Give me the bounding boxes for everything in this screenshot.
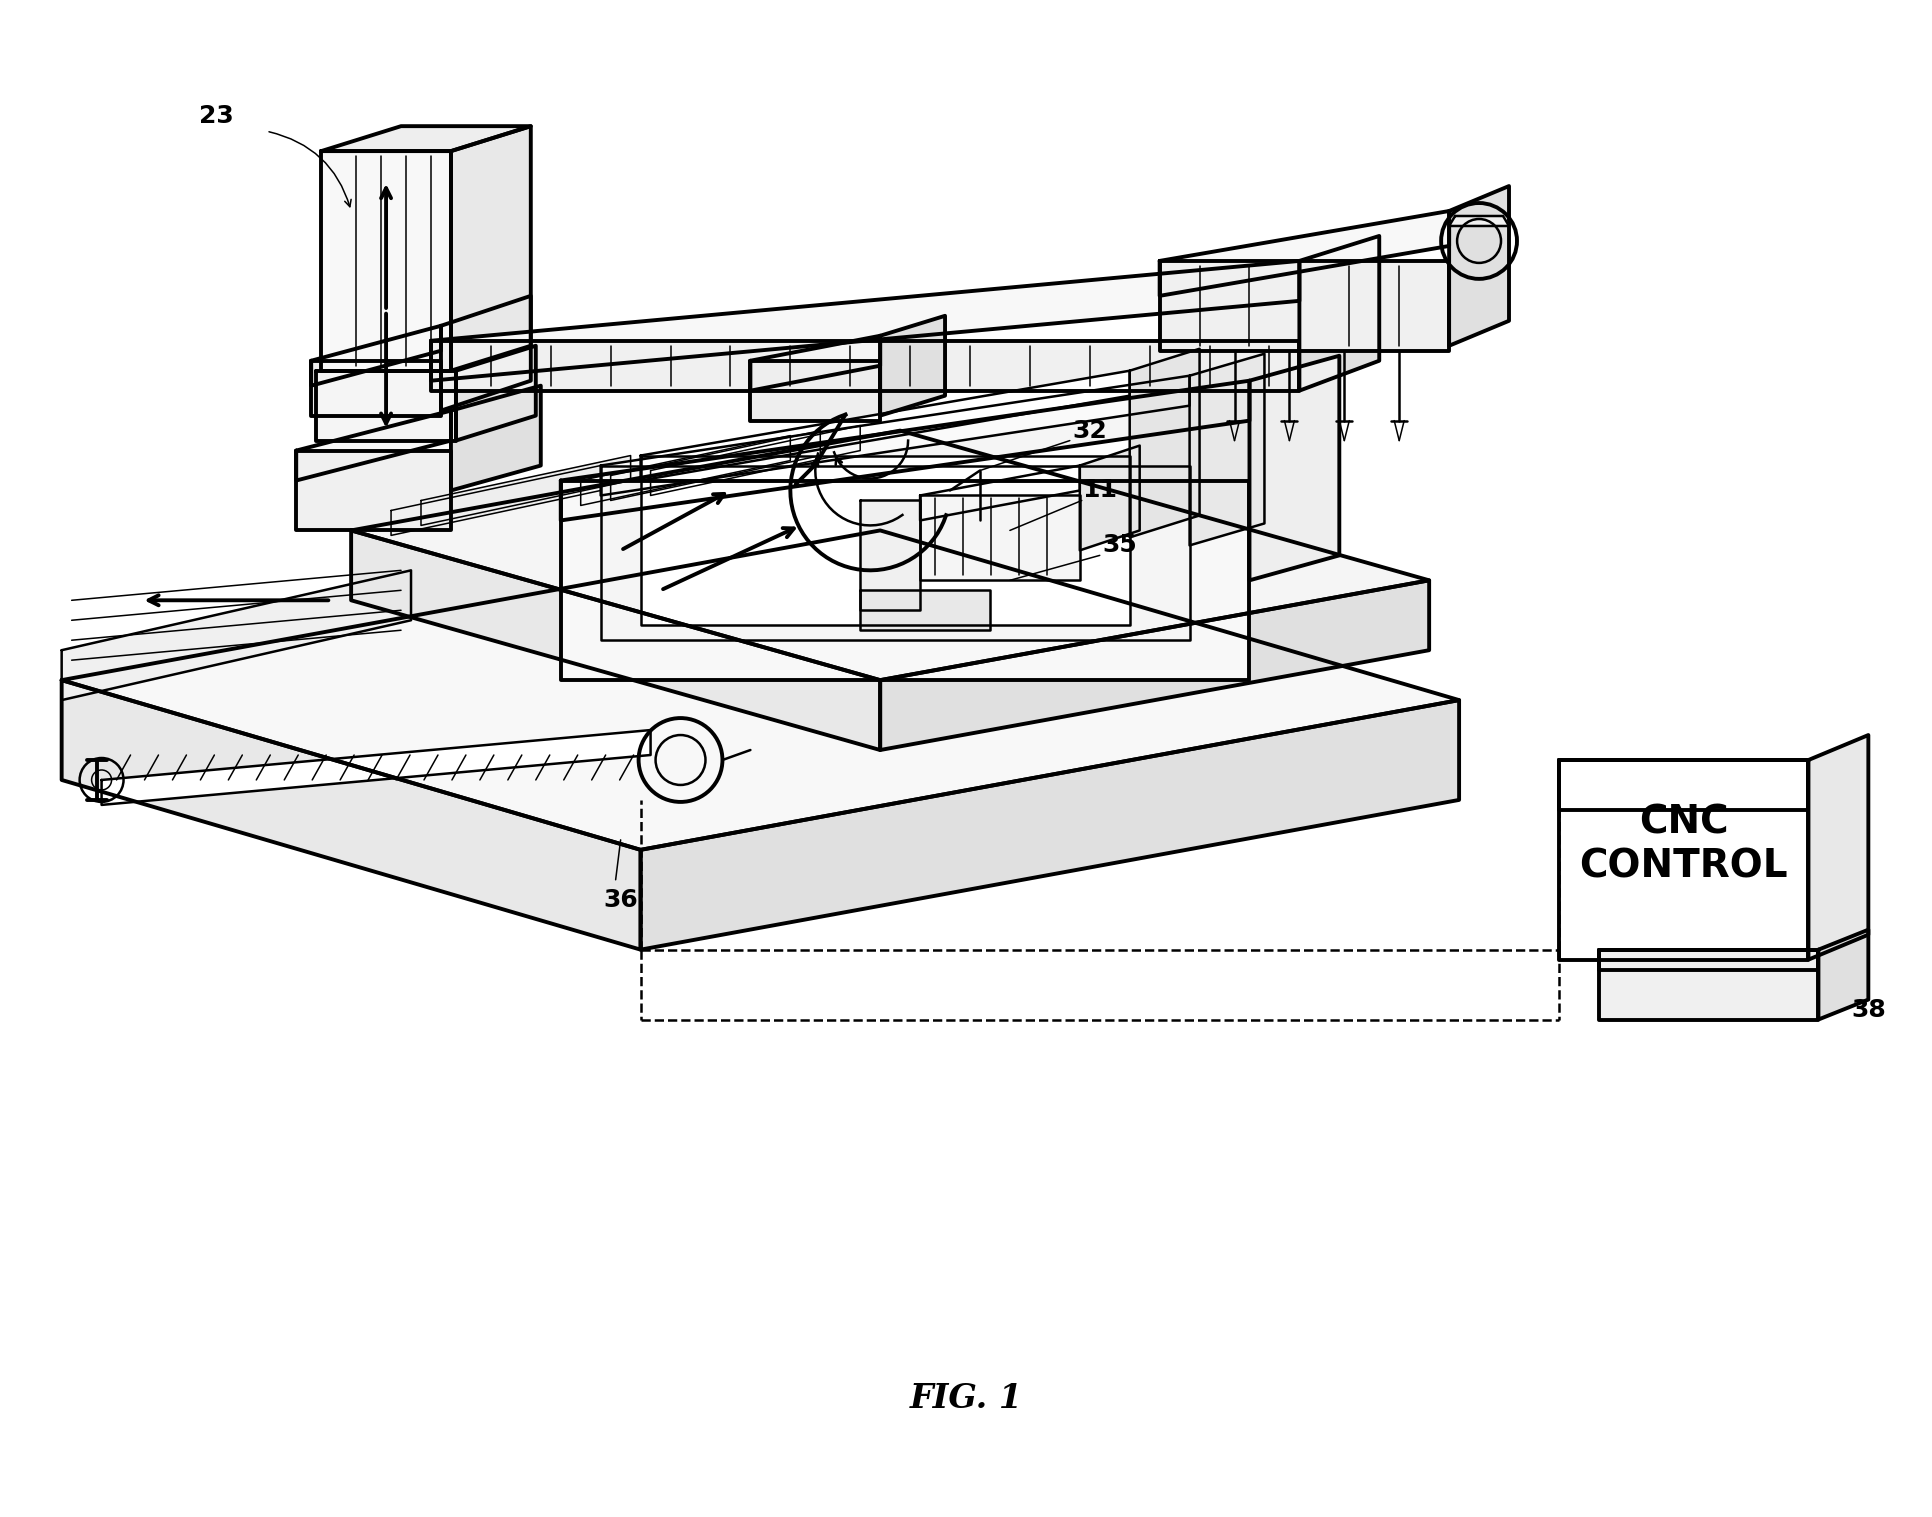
Polygon shape [1559,760,1808,960]
Text: 35: 35 [1103,534,1138,557]
Polygon shape [881,316,945,416]
Polygon shape [1159,211,1449,296]
Polygon shape [440,296,531,411]
Polygon shape [641,455,1130,625]
Polygon shape [450,385,541,490]
Polygon shape [317,370,456,440]
Polygon shape [352,531,881,749]
Polygon shape [1808,736,1868,960]
Polygon shape [296,411,450,481]
Polygon shape [1159,261,1449,350]
Polygon shape [641,701,1459,950]
Polygon shape [881,581,1430,749]
Polygon shape [1250,356,1339,581]
Polygon shape [750,361,881,420]
Text: 38: 38 [1851,998,1886,1021]
Text: FIG. 1: FIG. 1 [910,1382,1022,1415]
Polygon shape [1559,760,1808,810]
Polygon shape [1449,215,1509,226]
Polygon shape [456,346,535,440]
Polygon shape [311,361,440,416]
Polygon shape [641,370,1130,481]
Polygon shape [750,335,881,391]
Polygon shape [1600,950,1818,969]
Polygon shape [311,326,440,385]
Polygon shape [390,466,601,536]
Polygon shape [296,451,450,531]
Polygon shape [62,531,1459,850]
Polygon shape [651,426,860,496]
Polygon shape [1190,353,1264,546]
Polygon shape [352,431,1430,680]
Text: 23: 23 [199,105,234,127]
Polygon shape [102,730,651,806]
Text: CNC
CONTROL: CNC CONTROL [1578,804,1787,886]
Polygon shape [1600,950,1818,1019]
Text: 36: 36 [603,887,638,912]
Polygon shape [431,341,1300,391]
Polygon shape [1080,446,1140,551]
Polygon shape [321,152,450,370]
Polygon shape [1130,349,1200,537]
Polygon shape [611,431,821,501]
Polygon shape [920,496,1080,581]
Polygon shape [920,466,1080,520]
Polygon shape [1818,930,1868,1019]
Polygon shape [321,126,531,152]
Polygon shape [450,126,531,370]
Polygon shape [62,570,412,701]
Polygon shape [601,376,1190,496]
Polygon shape [1300,237,1379,391]
Text: 11: 11 [1082,478,1117,502]
Polygon shape [62,680,641,950]
Polygon shape [582,435,790,505]
Text: 32: 32 [1072,419,1107,443]
Polygon shape [560,481,1250,680]
Polygon shape [560,381,1250,520]
Polygon shape [431,261,1300,381]
Polygon shape [860,501,920,610]
Polygon shape [601,466,1190,640]
Polygon shape [860,590,989,630]
Polygon shape [1449,187,1509,346]
Polygon shape [421,455,630,525]
